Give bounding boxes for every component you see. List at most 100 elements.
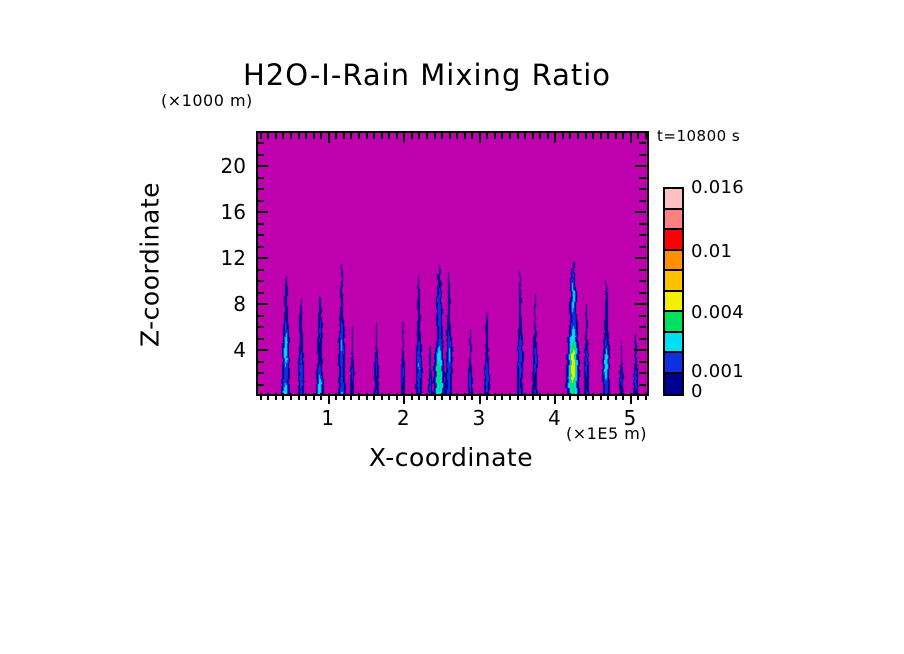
x-tick-top bbox=[493, 132, 496, 139]
y-tick-left bbox=[257, 349, 268, 352]
y-tick-right bbox=[639, 280, 646, 283]
x-tick-bottom bbox=[637, 393, 640, 400]
x-axis-label: X-coordinate bbox=[368, 443, 534, 472]
chart-title: H2O-I-Rain Mixing Ratio bbox=[0, 58, 904, 92]
x-tick-top bbox=[509, 132, 512, 139]
x-tick-top bbox=[380, 132, 383, 139]
x-tick-bottom bbox=[350, 393, 353, 400]
x-tick-top bbox=[282, 132, 285, 139]
colorbar-label-4: 0 bbox=[691, 381, 703, 402]
x-tick-top bbox=[569, 132, 572, 139]
y-tick-left bbox=[257, 153, 264, 156]
y-tick-right bbox=[635, 257, 646, 260]
x-tick-bottom bbox=[599, 393, 602, 400]
x-tick-label-1: 1 bbox=[321, 406, 335, 430]
chart-title-text: H2O-I-Rain Mixing Ratio bbox=[242, 58, 612, 92]
x-tick-bottom bbox=[645, 393, 647, 400]
colorbar-band-cyan bbox=[665, 330, 682, 353]
y-tick-right bbox=[635, 349, 646, 352]
y-tick-left bbox=[257, 188, 264, 191]
x-tick-bottom bbox=[441, 393, 444, 400]
colorbar-band-blue bbox=[665, 351, 682, 374]
x-tick-bottom bbox=[418, 393, 421, 400]
x-tick-top bbox=[267, 132, 270, 139]
x-tick-bottom bbox=[312, 393, 315, 400]
x-tick-bottom bbox=[531, 393, 534, 400]
x-tick-bottom bbox=[524, 393, 527, 400]
y-tick-right bbox=[639, 131, 646, 133]
y-axis-label: Z-coordinate bbox=[135, 181, 165, 348]
y-tick-right bbox=[635, 303, 646, 306]
x-tick-bottom bbox=[297, 393, 300, 400]
y-tick-right bbox=[639, 188, 646, 191]
x-tick-bottom bbox=[388, 393, 391, 400]
x-tick-bottom bbox=[433, 393, 436, 400]
x-tick-label-3: 3 bbox=[472, 406, 486, 430]
y-tick-right bbox=[639, 383, 646, 386]
y-tick-left bbox=[257, 303, 268, 306]
y-tick-label-4: 4 bbox=[233, 338, 246, 363]
x-tick-bottom bbox=[509, 393, 512, 400]
x-tick-label-2: 2 bbox=[396, 406, 410, 430]
x-tick-top bbox=[607, 132, 610, 139]
y-tick-left bbox=[257, 245, 264, 248]
x-tick-bottom bbox=[471, 393, 474, 400]
x-tick-top bbox=[335, 132, 338, 139]
rain-mixing-ratio-field bbox=[258, 133, 647, 394]
colorbar-label-2: 0.004 bbox=[691, 302, 745, 323]
x-tick-top bbox=[531, 132, 534, 139]
x-tick-bottom bbox=[274, 393, 277, 400]
x-tick-top bbox=[418, 132, 421, 139]
x-tick-top bbox=[463, 132, 466, 139]
x-tick-bottom bbox=[561, 393, 564, 400]
y-tick-right bbox=[639, 360, 646, 363]
y-tick-left bbox=[257, 257, 268, 260]
x-tick-bottom bbox=[365, 393, 368, 400]
colorbar-band-amber bbox=[665, 269, 682, 292]
x-tick-top bbox=[320, 132, 323, 139]
y-axis-units: (×1000 m) bbox=[161, 91, 253, 110]
y-tick-right bbox=[639, 222, 646, 225]
y-tick-left bbox=[257, 314, 264, 317]
x-tick-top bbox=[524, 132, 527, 139]
colorbar-band-navy bbox=[665, 371, 682, 394]
y-tick-left bbox=[257, 142, 264, 145]
y-tick-right bbox=[639, 176, 646, 179]
x-tick-bottom bbox=[569, 393, 572, 400]
x-tick-bottom bbox=[448, 393, 451, 400]
x-tick-bottom bbox=[622, 393, 625, 400]
x-tick-top bbox=[388, 132, 391, 139]
colorbar-label-1: 0.01 bbox=[691, 240, 733, 262]
y-tick-label-16: 16 bbox=[220, 200, 246, 225]
colorbar-band-salmon bbox=[665, 207, 682, 230]
x-tick-top bbox=[501, 132, 504, 139]
x-tick-top bbox=[614, 132, 617, 139]
x-tick-top bbox=[516, 132, 519, 139]
x-tick-bottom bbox=[501, 393, 504, 400]
y-tick-left bbox=[257, 176, 264, 179]
timestamp-annotation: t=10800 s bbox=[657, 127, 741, 145]
x-tick-top bbox=[539, 132, 542, 139]
y-tick-right bbox=[635, 211, 646, 214]
x-tick-top bbox=[342, 132, 345, 139]
y-tick-right bbox=[639, 153, 646, 156]
colorbar-band-green bbox=[665, 310, 682, 333]
y-tick-right bbox=[639, 337, 646, 340]
y-tick-left bbox=[257, 383, 264, 386]
y-tick-label-8: 8 bbox=[233, 292, 246, 317]
x-tick-label-5: 5 bbox=[623, 406, 637, 430]
x-tick-top bbox=[373, 132, 376, 139]
x-tick-bottom bbox=[592, 393, 595, 400]
y-tick-label-12: 12 bbox=[220, 246, 246, 271]
y-tick-right bbox=[639, 199, 646, 202]
x-tick-top bbox=[554, 132, 557, 143]
x-tick-top bbox=[297, 132, 300, 139]
x-tick-bottom bbox=[259, 393, 262, 400]
x-tick-top bbox=[274, 132, 277, 139]
x-tick-bottom bbox=[403, 393, 406, 404]
x-tick-bottom bbox=[577, 393, 580, 400]
y-tick-right bbox=[639, 314, 646, 317]
x-tick-bottom bbox=[327, 393, 330, 404]
x-tick-bottom bbox=[289, 393, 292, 400]
